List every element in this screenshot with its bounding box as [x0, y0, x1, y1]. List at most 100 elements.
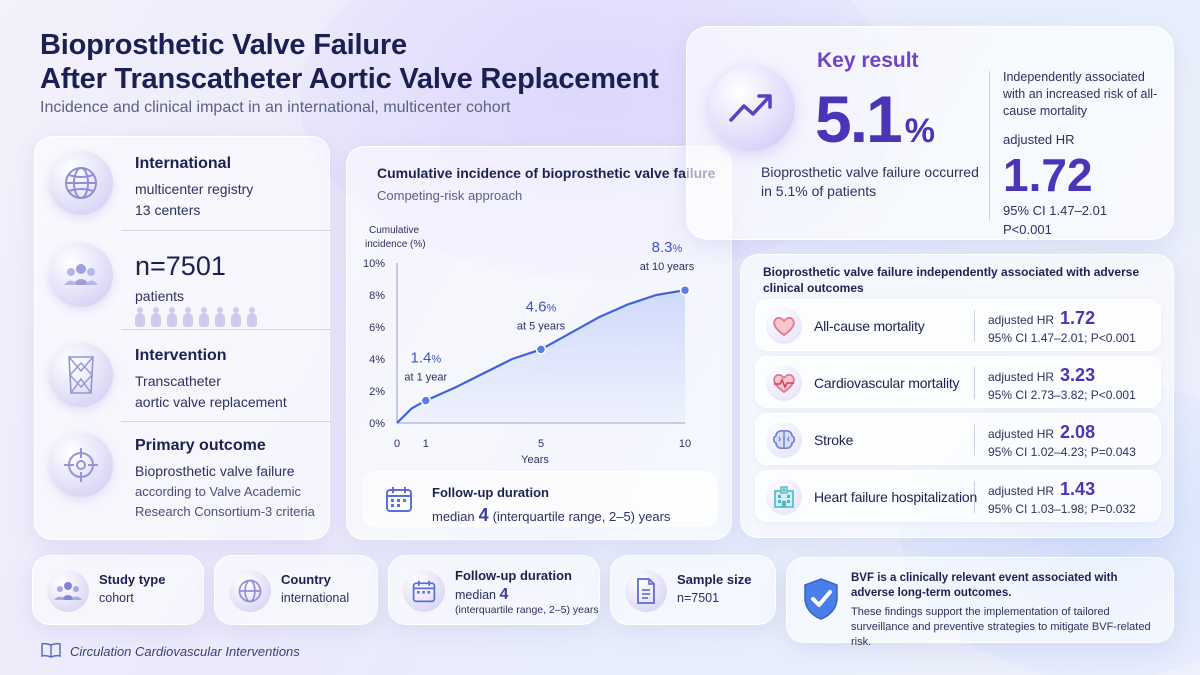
target-icon: [49, 433, 113, 497]
y-tick-label: 0%: [369, 418, 385, 430]
y-axis-label-line2: incidence (%): [365, 239, 426, 250]
primary-outcome-line1: Bioprosthetic valve failure: [135, 463, 295, 479]
study-type-value: cohort: [99, 591, 134, 605]
chart-subtitle: Competing-risk approach: [377, 188, 523, 203]
international-line2: 13 centers: [135, 202, 201, 218]
shield-check-icon: [801, 576, 841, 627]
x-tick-label: 1: [423, 438, 429, 450]
journal-name: Circulation Cardiovascular Interventions: [70, 644, 300, 659]
outcomes-panel: Bioprosthetic valve failure independentl…: [740, 254, 1174, 538]
heart-icon: [766, 308, 802, 344]
chart-followup-heading: Follow-up duration: [432, 485, 549, 500]
study-type-heading: Study type: [99, 572, 166, 587]
country-card: Country international: [214, 555, 378, 625]
x-tick-label: 0: [394, 438, 400, 450]
chart-followup-value: median 4 (interquartile range, 2–5) years: [432, 505, 671, 525]
intervention-line1: Transcatheter: [135, 373, 221, 389]
incidence-chart-panel: Cumulative incidence of bioprosthetic va…: [346, 146, 732, 540]
incidence-line-chart: 0% 2% 4% 6% 8% 10% 0 1 5 10 Cumulative incidence (%…: [363, 225, 695, 466]
key-result-ci: 95% CI 1.47–2.01: [1003, 203, 1108, 218]
data-label-value: 1.4%: [410, 350, 441, 367]
study-type-card: Study type cohort: [32, 555, 204, 625]
y-tick-label: 2%: [369, 386, 385, 398]
outcome-row: Heart failure hospitalization adjusted H…: [755, 470, 1161, 522]
followup-median: median 4: [455, 586, 509, 603]
x-tick-label: 5: [538, 438, 544, 450]
key-result-hr-block: Independently associated with an increas…: [1003, 69, 1163, 237]
x-axis-label: Years: [521, 454, 549, 466]
data-label-caption: at 1 year: [404, 372, 447, 384]
calendar-icon: [403, 570, 445, 612]
hospital-icon: [766, 479, 802, 515]
globe-icon: [49, 151, 113, 215]
conclusion-line1: BVF is a clinically relevant event assoc…: [851, 572, 1118, 599]
outcome-label: All-cause mortality: [814, 318, 925, 334]
y-axis-label-line1: Cumulative: [369, 225, 419, 236]
key-result-description: Bioprosthetic valve failure occurred in …: [761, 164, 979, 199]
primary-outcome-heading: Primary outcome: [135, 437, 266, 454]
calendar-icon: [384, 484, 414, 519]
outcome-hr: adjusted HR 1.72: [988, 308, 1096, 328]
people-icon: [49, 243, 113, 307]
group-icon: [47, 570, 89, 612]
intervention-line2: aortic valve replacement: [135, 394, 287, 410]
y-tick-label: 8%: [369, 290, 385, 302]
sample-size-card: Sample size n=7501: [610, 555, 776, 625]
key-result-label: Key result: [817, 49, 919, 72]
country-value: international: [281, 591, 350, 605]
data-point: [420, 395, 432, 406]
primary-outcome-line3: Research Consortium-3 criteria: [135, 504, 315, 519]
sample-size-heading: Sample size: [677, 572, 752, 587]
study-overview-panel: International multicenter registry 13 ce…: [34, 136, 331, 540]
y-tick-label: 10%: [363, 258, 385, 270]
data-point: [679, 284, 691, 296]
sample-size-value: n=7501: [677, 591, 720, 605]
country-heading: Country: [281, 572, 331, 587]
international-heading: International: [135, 155, 232, 172]
outcome-row: Cardiovascular mortality adjusted HR 3.23…: [755, 356, 1161, 408]
key-result-hr-label: adjusted HR: [1003, 132, 1075, 147]
y-tick-label: 4%: [369, 354, 385, 366]
title-line-1: Bioprosthetic Valve Failure: [40, 29, 407, 61]
patients-label: patients: [135, 288, 185, 304]
journal-citation: Circulation Cardiovascular Interventions: [40, 642, 300, 661]
key-result-p: P<0.001: [1003, 222, 1052, 237]
conclusion-card: BVF is a clinically relevant event assoc…: [786, 557, 1174, 648]
outcome-row: Stroke adjusted HR 2.08 95% CI 1.02–4.23;…: [755, 413, 1161, 465]
page-title: Bioprosthetic Valve Failure After Transc…: [40, 28, 659, 96]
primary-outcome-line2: according to Valve Academic: [135, 484, 301, 499]
outcome-hr: adjusted HR 3.23: [988, 365, 1096, 385]
valve-icon: [49, 343, 113, 407]
brain-icon: [766, 422, 802, 458]
intervention-heading: Intervention: [135, 347, 227, 364]
followup-heading: Follow-up duration: [455, 568, 572, 583]
outcome-row: All-cause mortality adjusted HR 1.72 95% …: [755, 299, 1161, 351]
document-icon: [625, 570, 667, 612]
followup-iqr: (interquartile range, 2–5) years: [455, 604, 599, 616]
outcomes-heading: Bioprosthetic valve failure independentl…: [763, 265, 1140, 295]
conclusion-line2: These findings support the implementatio…: [851, 606, 1151, 648]
data-point: [535, 344, 547, 355]
heart-pulse-icon: [766, 365, 802, 401]
title-line-2: After Transcatheter Aortic Valve Replace…: [40, 63, 659, 95]
outcome-ci: 95% CI 2.73–3.82; P<0.001: [988, 388, 1136, 402]
followup-card: Follow-up duration median 4 (interquarti…: [388, 555, 600, 625]
data-label-caption: at 5 years: [517, 320, 566, 332]
chart-followup-box: Follow-up duration median 4 (interquartile…: [363, 471, 717, 527]
data-label-value: 8.3%: [652, 239, 683, 256]
y-tick-label: 6%: [369, 322, 385, 334]
patients-count: n=7501: [135, 251, 226, 281]
key-result-association: Independently associated with an increas…: [1003, 70, 1158, 118]
book-icon: [40, 642, 62, 661]
key-result-value: 5.1%: [815, 82, 935, 156]
key-result-hr-value: 1.72: [1003, 149, 1093, 201]
outcome-hr: adjusted HR 2.08: [988, 422, 1096, 442]
data-label-value: 4.6%: [526, 298, 557, 315]
outcome-label: Heart failure hospitalization: [814, 489, 978, 505]
international-line1: multicenter registry: [135, 181, 254, 197]
outcome-ci: 95% CI 1.47–2.01; P<0.001: [988, 331, 1136, 345]
globe-icon: [229, 570, 271, 612]
outcome-ci: 95% CI 1.03–1.98; P=0.032: [988, 502, 1136, 516]
data-label-caption: at 10 years: [640, 261, 695, 273]
chart-title: Cumulative incidence of bioprosthetic va…: [377, 165, 716, 181]
